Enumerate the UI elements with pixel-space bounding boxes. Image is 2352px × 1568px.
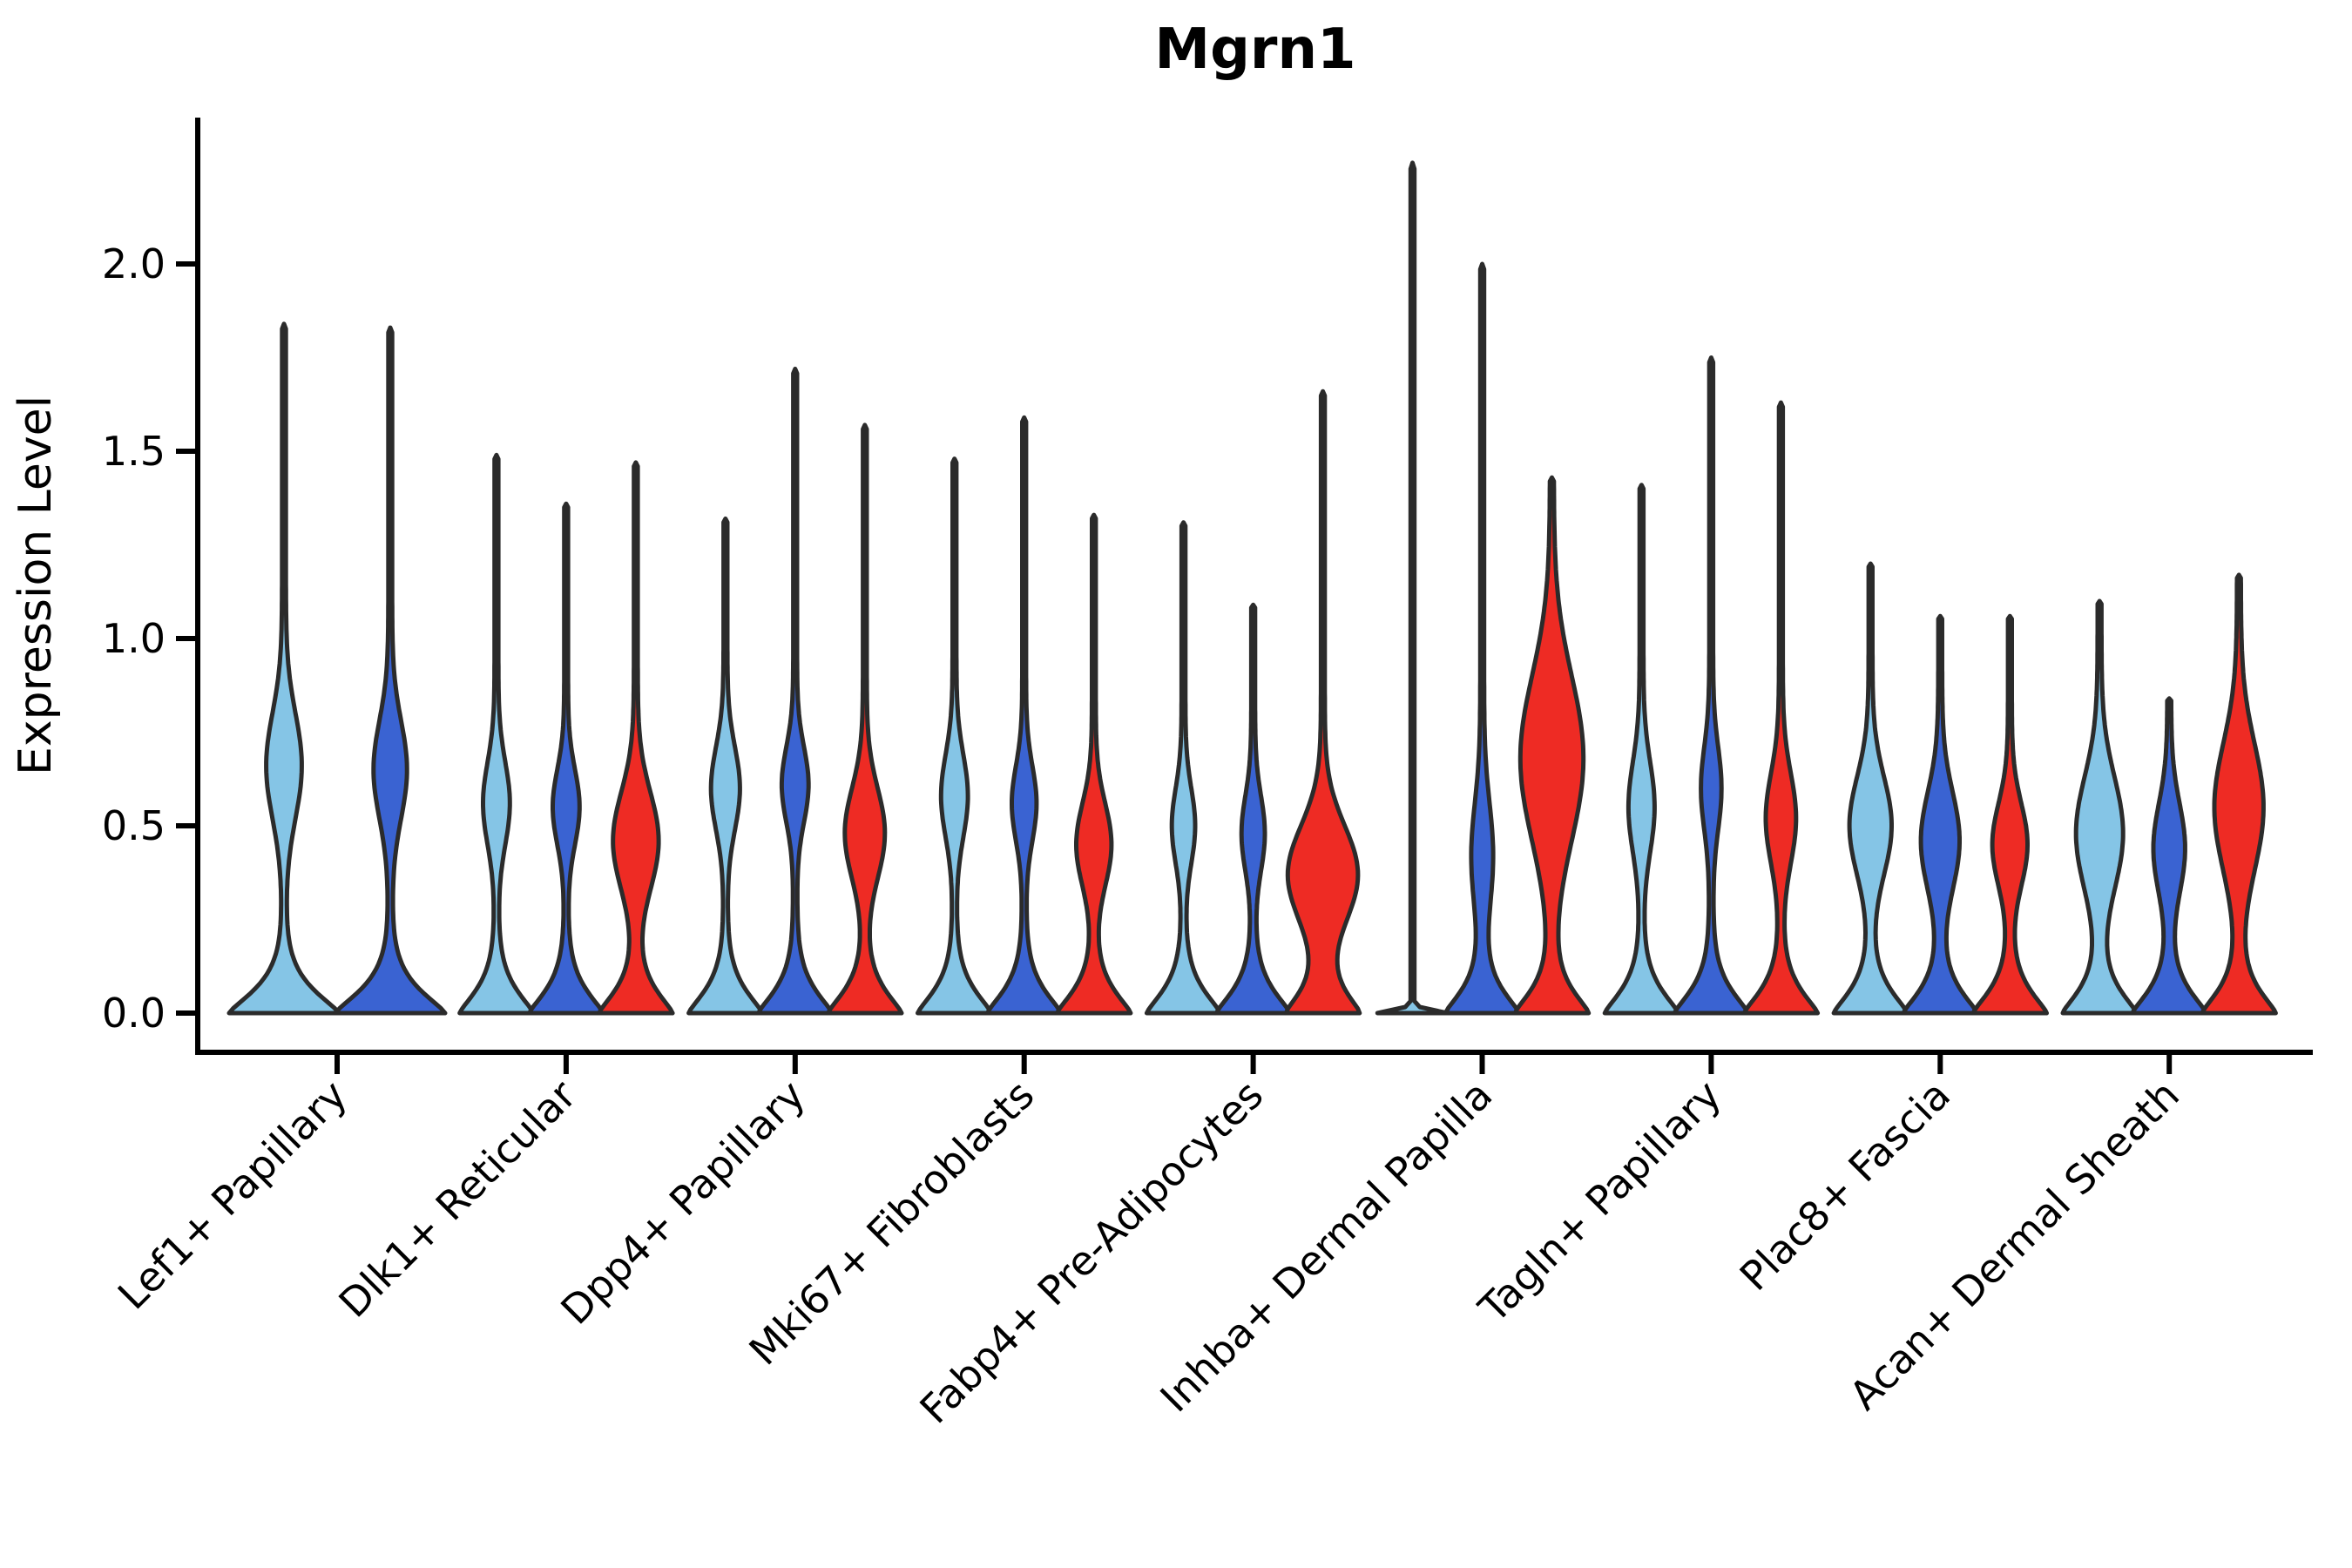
violin-inhba-dermal-papilla-split-royal-blue (1443, 261, 1522, 1016)
violin-tagln-papillary-split-light-blue (1602, 483, 1681, 1016)
violin-dpp4-papillary-split-light-blue (686, 516, 765, 1016)
violin-lef1-papillary-split-light-blue (226, 321, 341, 1016)
violin-mki67-fibroblasts-split-royal-blue (985, 415, 1064, 1016)
y-ticks-group: 0.0 0.5 1.0 1.5 2.0 (102, 240, 198, 1037)
violin-tagln-papillary-split-royal-blue (1672, 355, 1751, 1016)
violin-dlk1-reticular-split-red (597, 460, 675, 1016)
y-tick-label: 1.0 (102, 615, 166, 662)
x-tick-label: Dpp4+ Papillary (551, 1071, 814, 1334)
violin-tagln-papillary-split-red (1741, 400, 1821, 1016)
violin-dpp4-papillary-split-royal-blue (756, 366, 835, 1016)
chart-title: Mgrn1 (1154, 17, 1355, 82)
y-tick-label: 0.0 (102, 990, 166, 1037)
violin-lef1-papillary-split-royal-blue (333, 325, 448, 1016)
x-tick-label: Dlk1+ Reticular (329, 1071, 585, 1327)
violin-plac8-fascia-split-red (1970, 613, 2049, 1016)
violin-acan-dermal-sheath-split-red (2200, 572, 2278, 1016)
violin-mki67-fibroblasts-split-light-blue (916, 456, 994, 1016)
violin-acan-dermal-sheath-split-royal-blue (2130, 696, 2208, 1016)
violin-plac8-fascia-split-royal-blue (1901, 613, 1979, 1016)
y-tick-label: 0.5 (102, 802, 166, 849)
y-axis-label: Expression Level (10, 395, 62, 775)
x-tick-label: Tagln+ Papillary (1470, 1071, 1731, 1333)
violin-dlk1-reticular-split-light-blue (457, 452, 536, 1016)
y-tick-label: 1.5 (102, 428, 166, 475)
violin-fabp4-pre-adipocytes-split-red (1283, 389, 1362, 1016)
x-tick-label: Lef1+ Papillary (109, 1071, 356, 1319)
violin-plac8-fascia-split-light-blue (1831, 561, 1909, 1016)
violin-inhba-dermal-papilla-split-red (1512, 475, 1592, 1016)
x-tick-label: Plac8+ Fascia (1731, 1071, 1959, 1300)
violin-mki67-fibroblasts-split-red (1055, 512, 1133, 1016)
y-tick-label: 2.0 (102, 240, 166, 287)
violin-fabp4-pre-adipocytes-split-royal-blue (1213, 602, 1293, 1016)
violin-acan-dermal-sheath-split-light-blue (2060, 598, 2139, 1016)
violin-fabp4-pre-adipocytes-split-light-blue (1144, 520, 1223, 1016)
violin-dlk1-reticular-split-royal-blue (527, 501, 605, 1016)
violins-group (226, 160, 2278, 1016)
violin-inhba-dermal-papilla-split-light-blue (1375, 160, 1450, 1016)
violin-dpp4-papillary-split-red (826, 422, 904, 1016)
